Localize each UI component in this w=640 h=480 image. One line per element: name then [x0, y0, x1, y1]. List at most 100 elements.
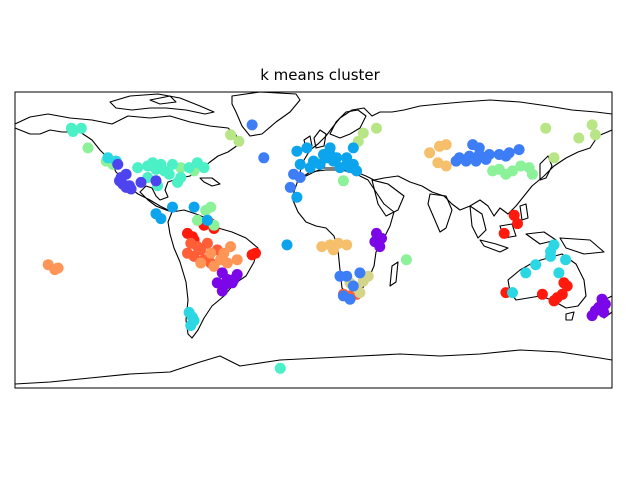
cluster-point-light-orange	[440, 160, 452, 172]
cluster-point-red	[498, 227, 510, 239]
cluster-point-sky-blue	[167, 201, 178, 213]
cluster-point-indigo	[135, 176, 147, 188]
cluster-point-aquamarine	[75, 122, 87, 134]
cluster-point-blue	[334, 270, 346, 282]
chart-title: k means cluster	[260, 66, 380, 84]
cluster-point-blue	[354, 267, 366, 279]
cluster-point-sky-blue	[301, 142, 313, 154]
cluster-point-turquoise	[530, 259, 542, 271]
cluster-point-blue	[480, 153, 492, 165]
cluster-point-aquamarine	[163, 168, 175, 180]
cluster-point-sky-blue	[351, 165, 363, 177]
cluster-point-aquamarine	[274, 362, 286, 374]
cluster-point-violet	[586, 310, 598, 322]
cluster-point-sky-blue	[281, 239, 293, 251]
cluster-point-turquoise	[102, 152, 114, 164]
cluster-point-sky-blue	[341, 158, 353, 170]
cluster-point-sky-blue	[294, 158, 306, 170]
cluster-point-light-green	[191, 214, 203, 226]
cluster-point-light-orange	[327, 244, 339, 256]
cluster-point-sky-blue	[324, 149, 336, 160]
cluster-point-indigo	[120, 168, 132, 180]
cluster-point-violet	[211, 277, 223, 289]
cluster-point-yellow-green	[357, 127, 369, 139]
cluster-point-sky-blue	[314, 158, 326, 170]
cluster-point-sky-blue	[150, 208, 162, 220]
cluster-point-yellow-green	[589, 129, 601, 141]
cluster-point-aquamarine	[150, 163, 162, 175]
cluster-point-orange	[225, 241, 237, 253]
cluster-point-orange	[231, 254, 243, 266]
cluster-point-aquamarine	[198, 162, 210, 174]
cluster-point-sky-blue	[188, 201, 200, 213]
cluster-point-red	[558, 277, 570, 289]
cluster-point-yellow-green	[540, 122, 552, 134]
cluster-point-violet	[598, 306, 610, 318]
cluster-point-blue	[513, 144, 525, 156]
cluster-point-light-green	[82, 142, 94, 154]
cluster-point-yellow-green	[225, 129, 237, 141]
cluster-point-sky-blue	[347, 142, 359, 154]
cluster-point-yellow-green	[586, 119, 598, 131]
cluster-point-turquoise	[553, 267, 565, 279]
cluster-point-light-orange	[440, 139, 452, 151]
cluster-point-turquoise	[188, 315, 200, 327]
cluster-point-orange-red	[201, 237, 213, 249]
cluster-point-yellow-green	[548, 152, 560, 164]
cluster-point-orange	[218, 247, 230, 259]
cluster-point-violet	[374, 241, 386, 253]
cluster-point-aquamarine	[132, 162, 144, 174]
cluster-point-sky-blue	[291, 145, 303, 157]
cluster-point-red	[250, 247, 261, 259]
cluster-point-light-green	[515, 160, 527, 172]
cluster-point-aquamarine	[167, 158, 178, 170]
cluster-point-blue	[460, 155, 472, 167]
cluster-point-yellow-green	[573, 132, 585, 144]
cluster-point-violet	[216, 285, 228, 297]
cluster-point-violet	[228, 274, 240, 285]
cluster-point-red	[548, 295, 560, 307]
cluster-point-blue	[470, 155, 482, 167]
cluster-point-orange-red	[195, 244, 207, 256]
cluster-point-blue	[294, 172, 306, 183]
cluster-point-red	[536, 288, 548, 300]
map-frame	[14, 91, 613, 389]
cluster-point-blue	[258, 152, 270, 164]
cluster-point-blue	[284, 181, 296, 193]
cluster-points	[42, 119, 611, 374]
cluster-point-light-orange	[432, 157, 444, 169]
cluster-point-sky-blue	[201, 214, 213, 226]
cluster-point-aquamarine	[142, 160, 154, 172]
cluster-point-turquoise	[545, 250, 557, 262]
cluster-point-orange	[221, 257, 233, 269]
cluster-point-blue	[337, 290, 349, 302]
cluster-point-indigo	[123, 180, 135, 192]
cluster-point-turquoise	[507, 287, 518, 299]
cluster-point-red	[556, 288, 568, 300]
cluster-point-yellow-green	[371, 122, 382, 134]
cluster-point-light-green	[205, 201, 217, 213]
cluster-point-orange	[195, 257, 207, 269]
cluster-point-light-orange	[341, 239, 353, 251]
cluster-point-aquamarine	[183, 162, 195, 174]
cluster-point-khaki	[362, 270, 374, 282]
cluster-point-light-orange	[316, 241, 328, 253]
cluster-point-indigo	[150, 175, 162, 187]
coastlines	[15, 92, 612, 385]
cluster-point-indigo	[112, 158, 124, 170]
cluster-point-blue	[503, 147, 515, 159]
cluster-point-light-green	[175, 162, 187, 174]
cluster-point-light-green	[526, 168, 538, 180]
cluster-point-orange	[205, 247, 217, 259]
cluster-point-red	[512, 218, 523, 230]
cluster-point-blue	[467, 139, 479, 151]
cluster-point-aquamarine	[172, 176, 183, 188]
cluster-point-sky-blue	[291, 191, 303, 203]
cluster-point-aquamarine	[67, 126, 79, 137]
cluster-point-light-green	[500, 168, 512, 180]
cluster-point-blue	[246, 119, 258, 131]
cluster-point-yellow-green	[233, 135, 245, 147]
cluster-point-light-green	[337, 175, 349, 187]
cluster-point-red	[508, 209, 520, 221]
